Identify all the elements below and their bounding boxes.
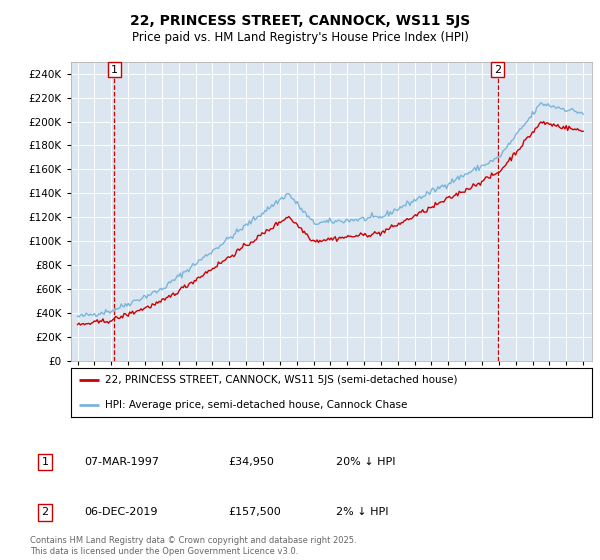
Text: HPI: Average price, semi-detached house, Cannock Chase: HPI: Average price, semi-detached house,… bbox=[104, 400, 407, 410]
Text: 22, PRINCESS STREET, CANNOCK, WS11 5JS: 22, PRINCESS STREET, CANNOCK, WS11 5JS bbox=[130, 14, 470, 28]
Text: £34,950: £34,950 bbox=[228, 457, 274, 467]
Text: Contains HM Land Registry data © Crown copyright and database right 2025.
This d: Contains HM Land Registry data © Crown c… bbox=[30, 536, 356, 556]
Text: 2% ↓ HPI: 2% ↓ HPI bbox=[336, 507, 389, 517]
Text: £157,500: £157,500 bbox=[228, 507, 281, 517]
Text: 06-DEC-2019: 06-DEC-2019 bbox=[84, 507, 157, 517]
Text: 07-MAR-1997: 07-MAR-1997 bbox=[84, 457, 159, 467]
Text: 22, PRINCESS STREET, CANNOCK, WS11 5JS (semi-detached house): 22, PRINCESS STREET, CANNOCK, WS11 5JS (… bbox=[104, 375, 457, 385]
Text: 20% ↓ HPI: 20% ↓ HPI bbox=[336, 457, 395, 467]
Text: 1: 1 bbox=[111, 64, 118, 74]
Text: 1: 1 bbox=[41, 457, 49, 467]
Text: Price paid vs. HM Land Registry's House Price Index (HPI): Price paid vs. HM Land Registry's House … bbox=[131, 31, 469, 44]
Text: 2: 2 bbox=[494, 64, 501, 74]
Text: 2: 2 bbox=[41, 507, 49, 517]
